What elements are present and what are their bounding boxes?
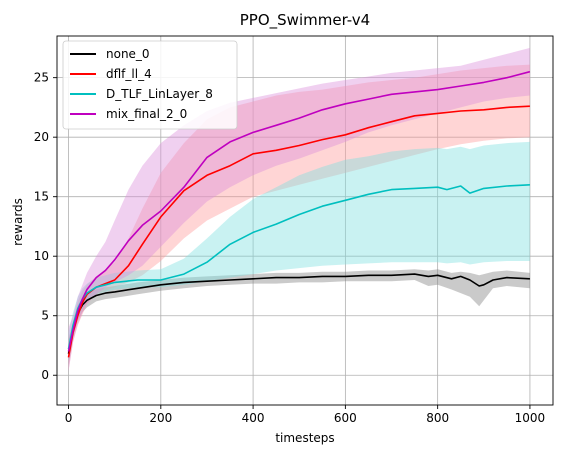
x-tick-label: 400 <box>242 411 265 425</box>
confidence-band-none_0 <box>68 269 530 366</box>
y-tick-label: 25 <box>34 71 49 85</box>
chart-title: PPO_Swimmer-v4 <box>240 11 370 30</box>
legend-label-none_0: none_0 <box>106 47 150 61</box>
confidence-band-D_TLF_LinLayer_8 <box>68 141 530 361</box>
legend: none_0 dflf_ll_4 D_TLF_LinLayer_8 mix_final… <box>62 40 238 130</box>
x-tick-label: 1000 <box>515 411 546 425</box>
x-tick-label: 800 <box>426 411 449 425</box>
legend-box <box>62 40 238 130</box>
y-axis-label: rewards <box>11 198 25 246</box>
series-line-mix_final_2_0 <box>67 70 531 352</box>
y-tick-label: 0 <box>41 368 49 382</box>
y-tick-label: 5 <box>41 309 49 323</box>
legend-label-dflf_ll_4: dflf_ll_4 <box>106 67 152 81</box>
series-line-D_TLF_LinLayer_8 <box>67 184 530 350</box>
confidence-band-dflf_ll_4 <box>68 64 530 371</box>
y-tick-label: 15 <box>34 190 49 204</box>
legend-label-mix_final_2_0: mix_final_2_0 <box>106 107 187 121</box>
x-tick-label: 200 <box>149 411 172 425</box>
y-tick-label: 10 <box>34 249 49 263</box>
x-tick-label: 0 <box>65 411 73 425</box>
series-line-none_0 <box>67 273 530 354</box>
y-tick-label: 20 <box>34 130 49 144</box>
x-axis-label: timesteps <box>275 431 334 445</box>
x-tick-label: 600 <box>334 411 357 425</box>
legend-label-D_TLF_LinLayer_8: D_TLF_LinLayer_8 <box>106 87 213 101</box>
plot-frame <box>56 35 554 406</box>
